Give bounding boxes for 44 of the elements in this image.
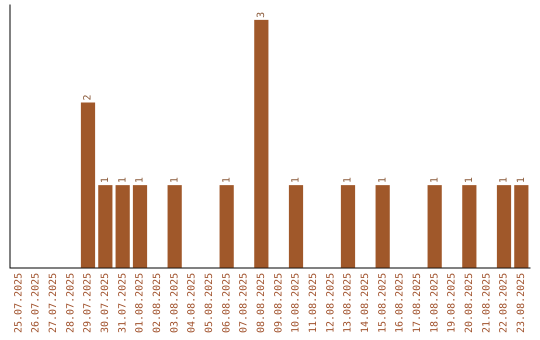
x-tick-label: 01.08.2025 xyxy=(134,272,146,334)
x-tick-label: 27.07.2025 xyxy=(48,272,59,334)
x-tick-label: 09.08.2025 xyxy=(273,272,284,334)
x-tick-label: 19.08.2025 xyxy=(446,272,458,334)
x-tick-label: 23.08.2025 xyxy=(516,272,527,334)
x-tick-label: 21.08.2025 xyxy=(481,272,492,334)
x-tick-label: 06.08.2025 xyxy=(221,272,232,334)
x-tick-label: 10.08.2025 xyxy=(290,272,302,334)
data-label: 1 xyxy=(134,177,146,184)
data-label: 1 xyxy=(342,177,354,184)
x-tick-label: 25.07.2025 xyxy=(13,272,24,334)
x-tick-label: 20.08.2025 xyxy=(464,272,475,334)
x-tick-label: 15.08.2025 xyxy=(377,272,388,334)
x-tick-label: 13.08.2025 xyxy=(342,272,354,334)
data-label: 1 xyxy=(290,177,302,184)
x-tick-label: 22.08.2025 xyxy=(498,272,510,334)
x-tick-label: 07.08.2025 xyxy=(238,272,250,334)
x-tick-label: 18.08.2025 xyxy=(429,272,440,334)
data-label: 1 xyxy=(377,177,388,184)
x-tick-label: 04.08.2025 xyxy=(186,272,198,334)
data-label: 1 xyxy=(117,177,128,184)
x-tick-label: 31.07.2025 xyxy=(117,272,128,334)
data-label: 1 xyxy=(516,177,527,184)
x-tick-label: 29.07.2025 xyxy=(82,272,94,334)
data-label: 1 xyxy=(100,177,111,184)
x-tick-label: 16.08.2025 xyxy=(394,272,406,334)
data-label: 1 xyxy=(169,177,180,184)
x-tick-label: 30.07.2025 xyxy=(100,272,111,334)
x-tick-label: 14.08.2025 xyxy=(360,272,371,334)
data-label: 1 xyxy=(498,177,510,184)
x-tick-label: 11.08.2025 xyxy=(308,272,319,334)
x-tick-label: 03.08.2025 xyxy=(169,272,180,334)
x-tick-label: 12.08.2025 xyxy=(325,272,336,334)
x-tick-label: 02.08.2025 xyxy=(152,272,163,334)
x-tick-label: 28.07.2025 xyxy=(65,272,76,334)
x-tick-label: 05.08.2025 xyxy=(204,272,215,334)
data-label: 2 xyxy=(82,94,94,101)
data-label: 3 xyxy=(256,12,267,18)
data-label: 1 xyxy=(429,177,440,184)
x-tick-label: 17.08.2025 xyxy=(412,272,423,334)
data-label: 1 xyxy=(464,177,475,184)
data-label: 1 xyxy=(221,177,232,184)
x-tick-label: 26.07.2025 xyxy=(30,272,42,334)
x-tick-label: 08.08.2025 xyxy=(256,272,267,334)
